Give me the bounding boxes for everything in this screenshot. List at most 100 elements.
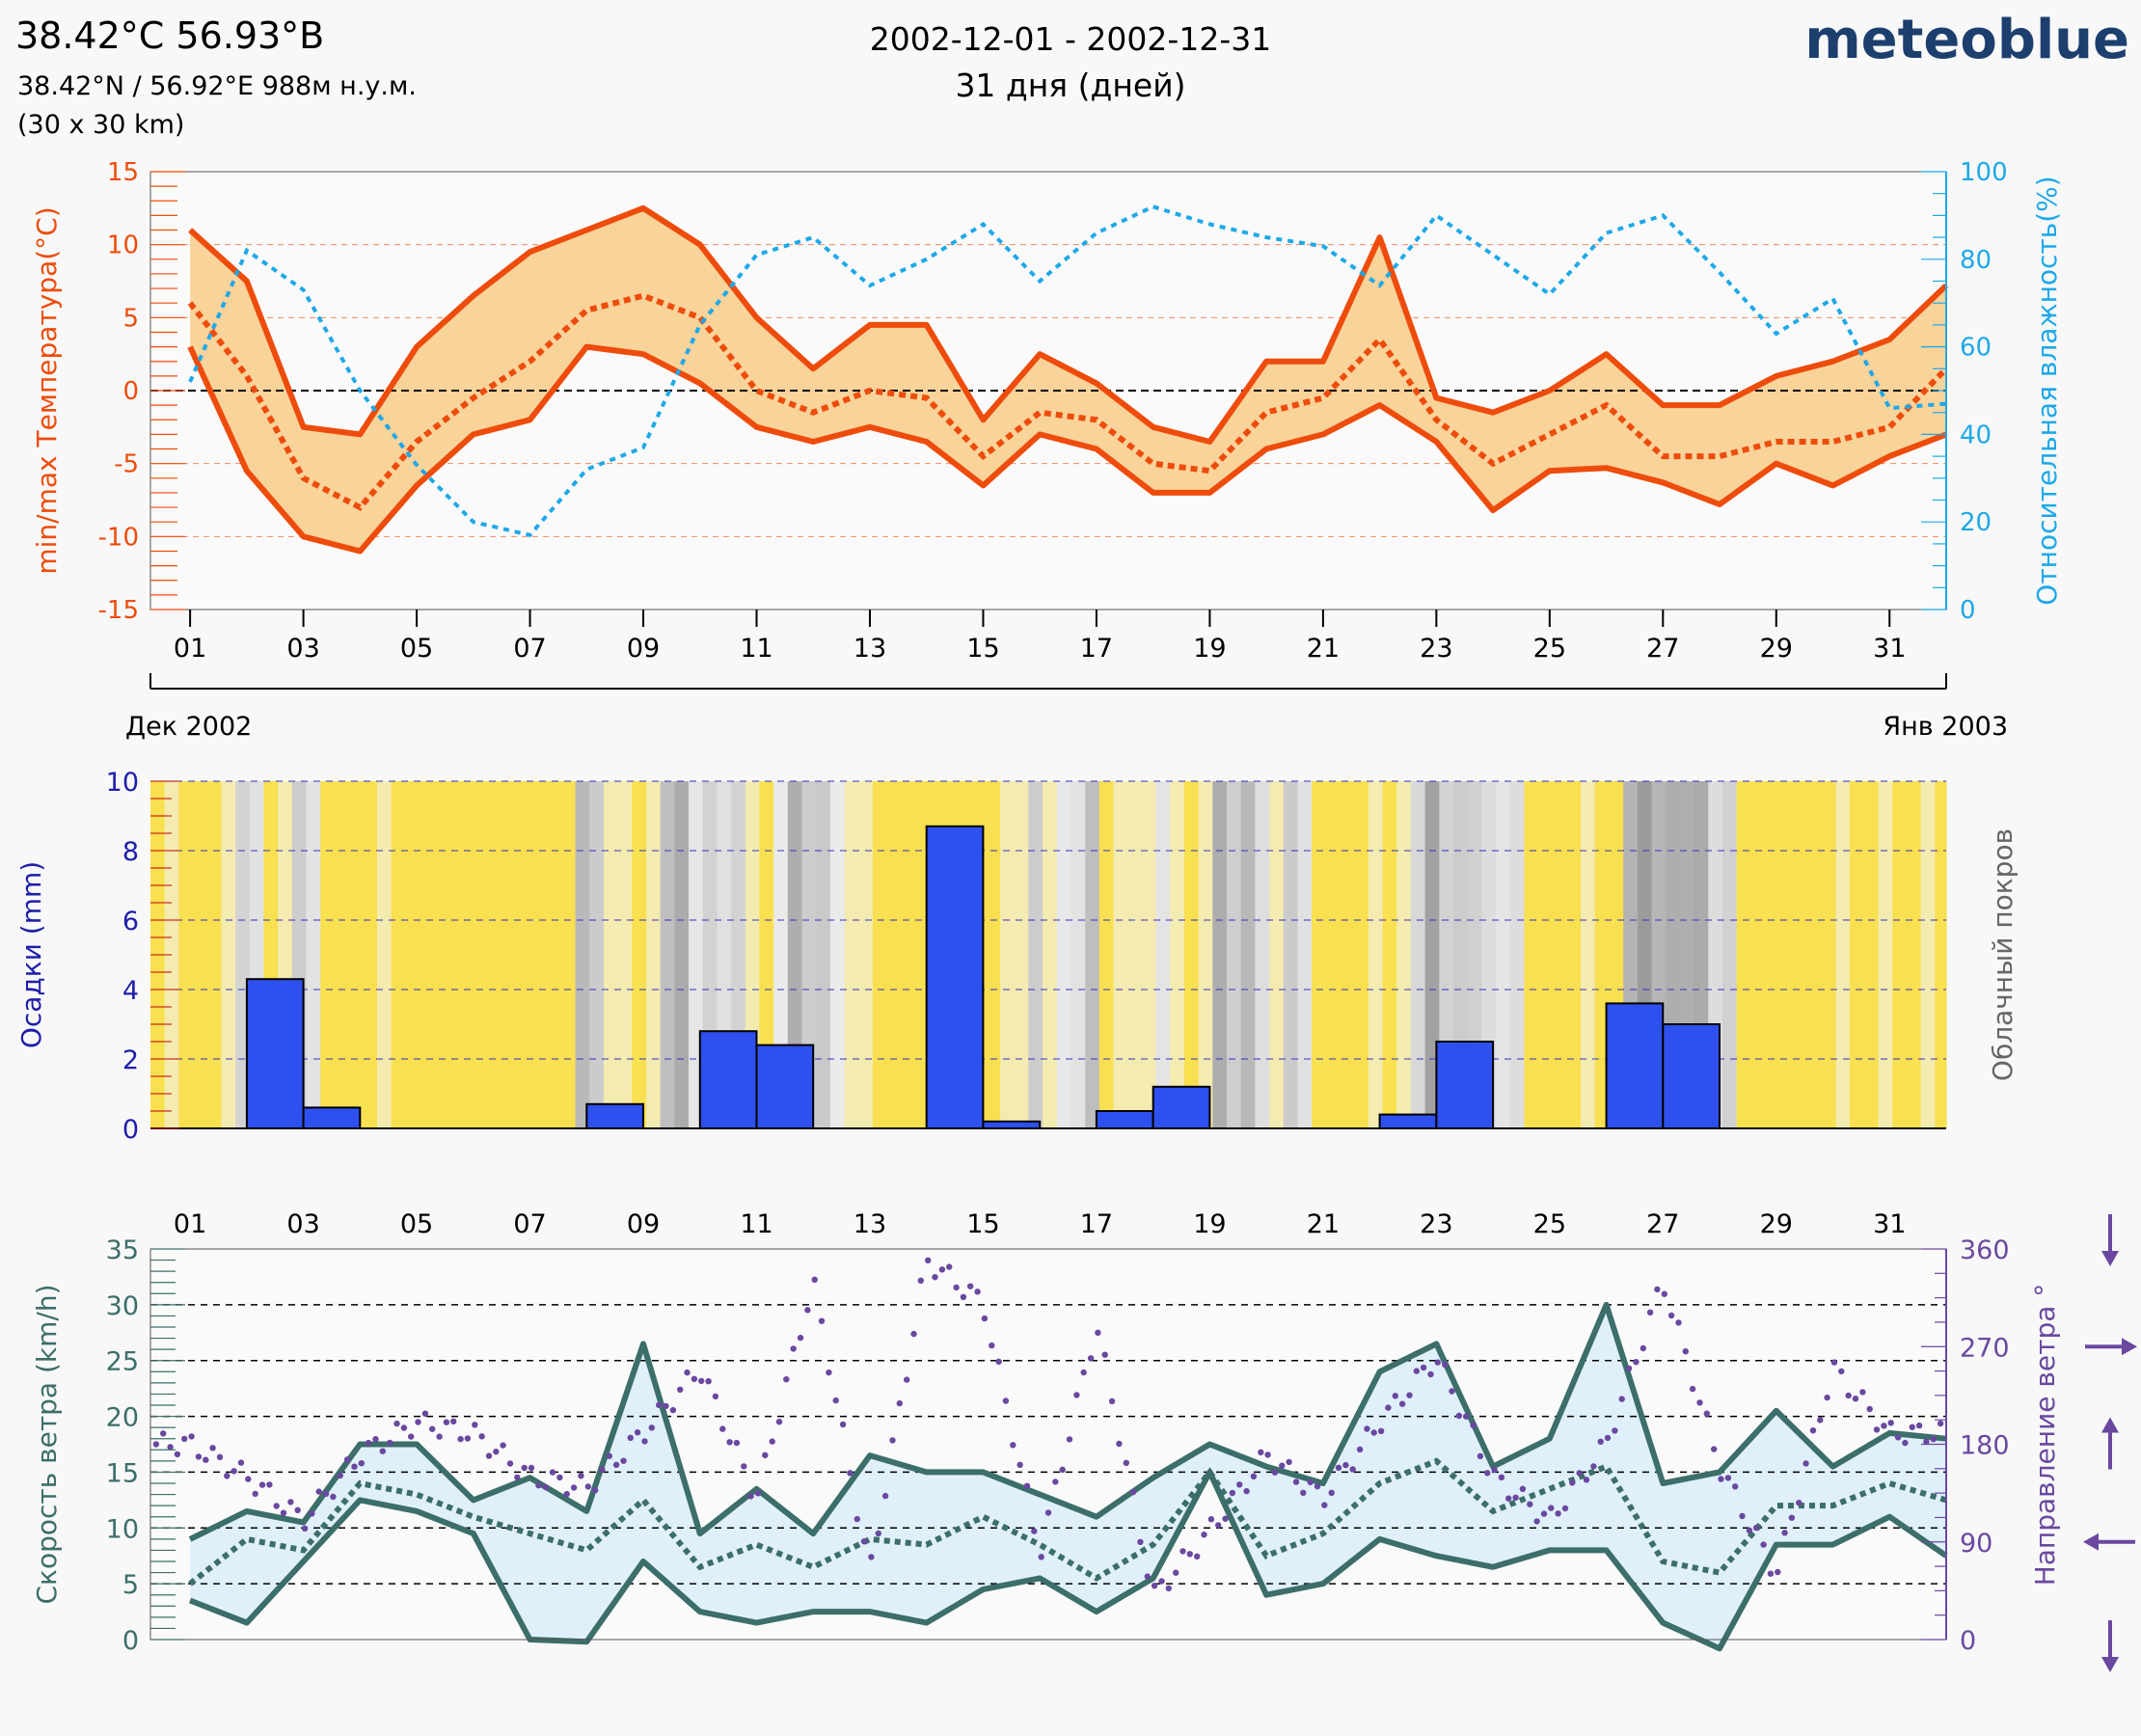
wind-direction-dot bbox=[563, 1490, 570, 1498]
precipitation-bar bbox=[1095, 1110, 1154, 1129]
cloud-cover-stripe bbox=[1127, 781, 1143, 1128]
wind-direction-dot bbox=[195, 1453, 203, 1460]
wind-direction-dot bbox=[1484, 1470, 1491, 1477]
wind-direction-dot bbox=[1873, 1426, 1881, 1433]
cloud-cover-stripe bbox=[1863, 781, 1880, 1128]
precip-tick-label: 0 bbox=[122, 1115, 139, 1145]
cloud-cover-stripe bbox=[844, 781, 859, 1128]
cloud-cover-stripe bbox=[759, 781, 774, 1128]
min-wind-line bbox=[189, 1469, 1948, 1652]
north-wind-arrow-icon-head bbox=[2101, 1251, 2119, 1266]
date-tick-label: 31 bbox=[1873, 634, 1906, 664]
wind-direction-dot bbox=[429, 1425, 436, 1432]
wind-tick-label: 10 bbox=[106, 1514, 139, 1544]
wind-axis-title: Скорость ветра (km/h) bbox=[31, 1285, 63, 1605]
wind-direction-dot bbox=[1505, 1495, 1512, 1502]
precipitation-bar bbox=[245, 978, 305, 1130]
wind-direction-dot bbox=[258, 1481, 266, 1488]
wind-direction-dot bbox=[1023, 1482, 1031, 1489]
wind-direction-dot bbox=[995, 1358, 1002, 1366]
wind-direction-dot bbox=[1173, 1569, 1179, 1576]
precipitation-bar bbox=[925, 825, 985, 1129]
wind-direction-dot bbox=[1675, 1319, 1682, 1326]
south-wind-arrow-icon bbox=[2101, 1417, 2119, 1470]
wind-direction-dot bbox=[379, 1448, 386, 1454]
cloud-cover-stripe bbox=[1878, 781, 1893, 1128]
wind-direction-dot bbox=[315, 1488, 322, 1495]
precipitation-bar bbox=[1435, 1041, 1495, 1129]
cloud-cover-stripe bbox=[1212, 781, 1228, 1128]
date-tick-label: 01 bbox=[174, 634, 206, 664]
wind-direction-dot bbox=[1625, 1365, 1633, 1372]
cloud-cover-stripe bbox=[1835, 781, 1851, 1128]
wind-direction-dot bbox=[266, 1481, 273, 1488]
temp-range-band bbox=[190, 207, 1947, 552]
wind-direction-dot bbox=[932, 1274, 938, 1281]
precipitation-bar bbox=[585, 1102, 644, 1130]
wind-direction-dot bbox=[1222, 1515, 1229, 1522]
cloud-cover-stripe bbox=[1325, 781, 1342, 1128]
cloud-cover-stripe bbox=[829, 781, 846, 1128]
humidity-tick-label: 80 bbox=[1960, 246, 1992, 275]
wind-direction-dot bbox=[875, 1530, 881, 1537]
cloud-axis-title: Облачный покров bbox=[1987, 828, 2019, 1081]
wind-date-tick-label: 31 bbox=[1873, 1209, 1906, 1239]
temp-tick-label: 10 bbox=[107, 231, 139, 260]
wind-direction-dot bbox=[1307, 1478, 1314, 1486]
wind-direction-dot bbox=[578, 1473, 584, 1479]
wind-direction-dot bbox=[1760, 1541, 1767, 1548]
cloud-cover-stripe bbox=[1255, 781, 1270, 1128]
wind-direction-dot bbox=[514, 1474, 521, 1481]
wind-direction-dot bbox=[1137, 1538, 1144, 1546]
wind-direction-dot bbox=[698, 1377, 705, 1385]
date-tick-label: 27 bbox=[1646, 634, 1679, 664]
wind-direction-dot bbox=[1144, 1573, 1152, 1580]
cloud-cover-stripe bbox=[773, 781, 789, 1128]
cloud-cover-stripe bbox=[1297, 781, 1313, 1128]
wind-direction-dot bbox=[669, 1406, 677, 1414]
wind-direction-dot bbox=[188, 1433, 195, 1440]
wind-direction-dot bbox=[160, 1430, 167, 1437]
wind-direction-dot bbox=[337, 1472, 343, 1479]
cloud-cover-stripe bbox=[1906, 781, 1922, 1128]
wind-direction-dot bbox=[1576, 1470, 1583, 1477]
wind-direction-dot bbox=[1881, 1423, 1887, 1429]
cloud-cover-stripe bbox=[1821, 781, 1837, 1128]
wind-direction-dot bbox=[1590, 1463, 1597, 1470]
cloud-cover-stripe bbox=[632, 781, 647, 1128]
wind-direction-dot bbox=[1349, 1466, 1356, 1473]
wind-direction-dot bbox=[733, 1439, 741, 1447]
wind-direction-dot bbox=[485, 1452, 493, 1459]
wind-direction-dot bbox=[1817, 1417, 1824, 1424]
wind-date-tick-label: 23 bbox=[1420, 1209, 1452, 1239]
cloud-cover-stripe bbox=[405, 781, 420, 1128]
wind-direction-dot bbox=[1229, 1489, 1236, 1497]
humidity-tick-label: 60 bbox=[1960, 334, 1992, 363]
wind-direction-dot bbox=[493, 1449, 500, 1455]
wind-direction-dot bbox=[535, 1481, 542, 1489]
wind-direction-dot bbox=[1292, 1478, 1300, 1485]
wind-direction-dot bbox=[847, 1470, 854, 1477]
wind-direction-dot bbox=[273, 1503, 280, 1509]
direction-axis-title: Направление ветра ° bbox=[2029, 1284, 2061, 1587]
wind-direction-dot bbox=[556, 1474, 563, 1481]
cloud-cover-stripe bbox=[1070, 781, 1086, 1128]
wind-direction-dot bbox=[1633, 1359, 1640, 1366]
wind-date-tick-label: 13 bbox=[854, 1209, 886, 1239]
cloud-cover-stripe bbox=[1496, 781, 1511, 1128]
date-tick-label: 13 bbox=[854, 634, 886, 664]
wind-direction-dot bbox=[1258, 1449, 1264, 1456]
wind-direction-dot bbox=[641, 1438, 648, 1445]
precip-tick-label: 4 bbox=[122, 976, 139, 1006]
wind-direction-dot bbox=[1477, 1452, 1484, 1460]
temp-tick-label: 15 bbox=[107, 158, 139, 187]
wind-direction-dot bbox=[719, 1425, 726, 1432]
wind-direction-dot bbox=[1364, 1425, 1370, 1432]
cloud-cover-stripe bbox=[1722, 781, 1738, 1128]
wind-direction-dot bbox=[224, 1473, 230, 1479]
date-tick-label: 25 bbox=[1533, 634, 1566, 664]
wind-direction-dot bbox=[620, 1457, 627, 1464]
cloud-cover-stripe bbox=[1043, 781, 1058, 1128]
wind-direction-dot bbox=[904, 1376, 910, 1383]
wind-direction-dot bbox=[1250, 1473, 1258, 1480]
